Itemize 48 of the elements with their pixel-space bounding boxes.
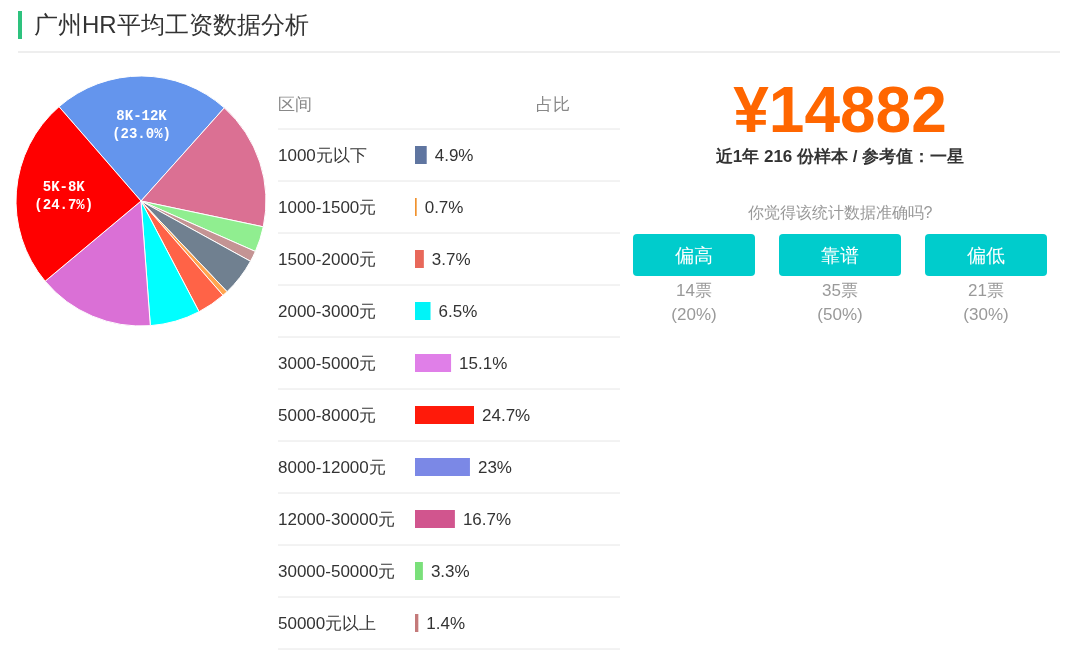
data-label: 3.3% — [430, 562, 470, 581]
data-label: 16.7% — [462, 510, 512, 529]
bar — [415, 146, 427, 164]
y-tick-label: 2000-3000元 — [278, 302, 377, 321]
category-label: 靠谱 — [821, 245, 859, 266]
slice-label: 5K-8K — [42, 178, 86, 195]
bar — [415, 250, 424, 268]
bar — [415, 510, 455, 528]
data-label: 23% — [477, 458, 512, 477]
y-tick-label: 5000-8000元 — [278, 406, 377, 425]
y-axis-title: 区间 — [278, 95, 312, 114]
bar — [415, 354, 452, 372]
slice-label: 8K-12K — [116, 107, 168, 124]
data-label: 4.9% — [434, 146, 474, 165]
y-tick-label: 1000元以下 — [278, 146, 367, 165]
y-tick-label: 30000-50000元 — [278, 562, 396, 581]
text: (30%) — [963, 305, 1009, 324]
bar — [415, 406, 474, 424]
y-tick-label: 8000-12000元 — [278, 458, 386, 477]
text: (20%) — [671, 305, 717, 324]
text: 14票 — [676, 281, 712, 300]
text: 你觉得该统计数据准确吗? — [746, 204, 933, 221]
y-tick-label: 12000-30000元 — [278, 510, 396, 529]
data-label: 3.7% — [431, 250, 471, 269]
bar — [415, 302, 431, 320]
chart-title: 广州HR平均工资数据分析 — [34, 11, 309, 38]
bar — [415, 458, 470, 476]
y-tick-label: 50000元以上 — [278, 614, 377, 633]
text: 21票 — [968, 281, 1004, 300]
text: 35票 — [822, 281, 858, 300]
data-label: 15.1% — [459, 354, 508, 373]
data-label: (23.0%) — [112, 125, 171, 142]
data-label: 24.7% — [482, 406, 531, 425]
data-label: (24.7%) — [34, 196, 94, 213]
y-tick-label: 3000-5000元 — [278, 354, 377, 373]
y-tick-label: 1000-1500元 — [278, 198, 377, 217]
data-label: 0.7% — [424, 198, 464, 217]
text: ¥14882 — [733, 74, 947, 146]
bar — [415, 614, 419, 632]
data-label: 1.4% — [426, 614, 466, 633]
text: 近1年 216 份样本 / 参考值：一星 — [714, 147, 965, 166]
x-axis-title: 占比 — [536, 95, 570, 114]
data-label: 6.5% — [438, 302, 478, 321]
category-label: 偏低 — [967, 245, 1005, 266]
bar — [415, 562, 423, 580]
y-tick-label: 1500-2000元 — [278, 250, 377, 269]
text: (50%) — [817, 305, 863, 324]
category-label: 偏高 — [675, 245, 713, 266]
